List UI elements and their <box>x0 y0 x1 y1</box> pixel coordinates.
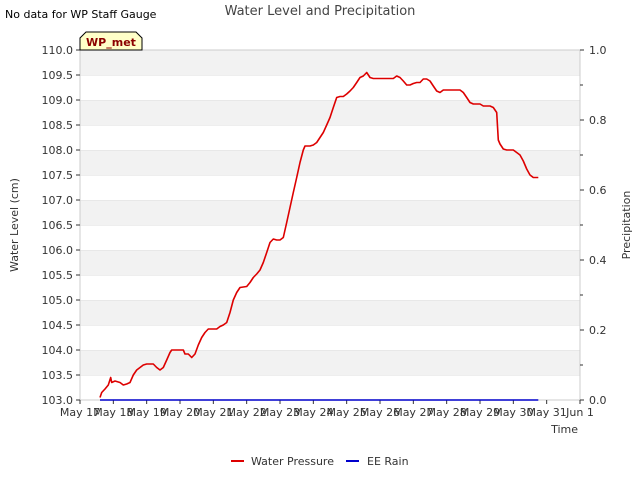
grid-band <box>80 275 580 300</box>
left-tick-label: 104.5 <box>42 319 74 332</box>
legend-label-water-pressure: Water Pressure <box>251 455 334 468</box>
station-label: WP_met <box>86 36 136 49</box>
legend-label-ee-rain: EE Rain <box>367 455 409 468</box>
grid-band <box>80 150 580 175</box>
left-axis: 103.0 103.5 104.0 104.5 105.0 105.5 106.0 106.5… <box>42 44 80 407</box>
station-label-shape <box>79 31 143 51</box>
grid-band <box>80 250 580 275</box>
grid-band <box>80 100 580 125</box>
x-tick-label: May 25 <box>327 406 367 419</box>
x-tick-label: Jun 1 <box>565 406 594 419</box>
x-tick-label: May 30 <box>493 406 533 419</box>
left-tick-label: 104.0 <box>42 344 74 357</box>
left-tick-label: 106.0 <box>42 244 74 257</box>
x-tick-label: May 28 <box>427 406 467 419</box>
x-tick-label: May 24 <box>293 406 333 419</box>
grid-band <box>80 325 580 350</box>
left-tick-label: 103.5 <box>42 369 74 382</box>
right-tick-label: 0.8 <box>589 114 607 127</box>
grid-band <box>80 125 580 150</box>
left-tick-label: 109.0 <box>42 94 74 107</box>
grid-band <box>80 175 580 200</box>
right-axis: 0.0 0.2 0.4 0.6 0.8 1.0 <box>580 44 607 407</box>
left-tick-label: 108.5 <box>42 119 74 132</box>
x-tick-label: May 19 <box>127 406 167 419</box>
left-tick-label: 110.0 <box>42 44 74 57</box>
left-tick-label: 107.5 <box>42 169 74 182</box>
x-tick-label: May 29 <box>460 406 500 419</box>
x-tick-label: May 22 <box>227 406 267 419</box>
grid-band <box>80 350 580 375</box>
grid-band <box>80 375 580 400</box>
right-tick-label: 0.0 <box>589 394 607 407</box>
grid-band <box>80 300 580 325</box>
x-tick-label: May 23 <box>260 406 300 419</box>
grid-bands <box>80 49 580 400</box>
x-tick-label: May 20 <box>160 406 200 419</box>
x-tick-label: May 31 <box>527 406 567 419</box>
right-tick-label: 0.4 <box>589 254 607 267</box>
station-label-box: WP_met <box>79 31 143 51</box>
x-axis-title: Time <box>550 423 578 436</box>
right-tick-label: 0.6 <box>589 184 607 197</box>
grid-band <box>80 225 580 250</box>
left-tick-label: 103.0 <box>42 394 74 407</box>
y-axis-right-title: Precipitation <box>620 191 633 260</box>
grid-band <box>80 200 580 225</box>
series-line-water-pressure <box>99 71 539 398</box>
grid-band <box>80 75 580 100</box>
grid-band <box>80 50 580 75</box>
chart-title: Water Level and Precipitation <box>225 4 416 19</box>
x-tick-label: May 26 <box>360 406 400 419</box>
x-tick-label: May 27 <box>393 406 433 419</box>
x-tick-label: May 21 <box>193 406 233 419</box>
x-tick-label: May 17 <box>60 406 100 419</box>
x-tick-label: May 18 <box>93 406 133 419</box>
left-tick-label: 109.5 <box>42 69 74 82</box>
no-data-note: No data for WP Staff Gauge <box>5 8 157 21</box>
right-tick-label: 0.2 <box>589 324 607 337</box>
left-tick-label: 105.5 <box>42 269 74 282</box>
left-tick-label: 107.0 <box>42 194 74 207</box>
left-tick-label: 108.0 <box>42 144 74 157</box>
series-layer <box>99 71 539 401</box>
legend: Water Pressure EE Rain <box>231 455 409 468</box>
left-tick-label: 106.5 <box>42 219 74 232</box>
right-tick-label: 1.0 <box>589 44 607 57</box>
y-axis-left-title: Water Level (cm) <box>8 178 21 272</box>
left-tick-label: 105.0 <box>42 294 74 307</box>
